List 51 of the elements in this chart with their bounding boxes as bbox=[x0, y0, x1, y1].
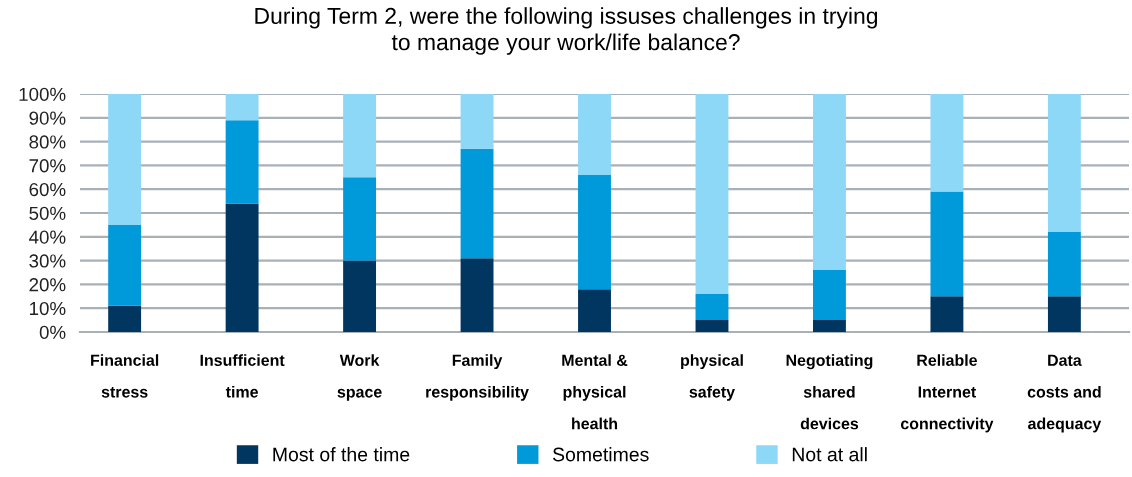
category-label: Reliable Internet connectivity bbox=[900, 354, 994, 433]
bar bbox=[695, 320, 729, 332]
bar bbox=[930, 94, 964, 192]
y-tick-label: 90% bbox=[29, 111, 66, 125]
x-tick-label: Family responsibility bbox=[426, 354, 529, 401]
category-label: Financial stress bbox=[91, 354, 159, 398]
y-tick-label: 10% bbox=[30, 301, 66, 316]
category-label: Negotiating shared devices bbox=[786, 354, 873, 430]
y-tick-label: 100% bbox=[19, 87, 66, 101]
y-tick-label: 50% bbox=[29, 206, 66, 220]
bar bbox=[578, 289, 611, 332]
bar bbox=[578, 94, 611, 175]
x-tick-label: physical safety bbox=[681, 354, 743, 401]
y-tick-label: 70% bbox=[29, 159, 66, 173]
bar bbox=[460, 258, 494, 332]
bar bbox=[813, 270, 846, 321]
y-tick-label: 40% bbox=[29, 230, 66, 244]
bar bbox=[813, 320, 846, 332]
bar bbox=[108, 305, 142, 332]
bar bbox=[930, 191, 964, 297]
bar bbox=[460, 94, 494, 149]
bar bbox=[343, 94, 377, 178]
legend-label: Not at all bbox=[792, 447, 867, 462]
y-tick-label: 80% bbox=[29, 135, 66, 149]
bar bbox=[930, 296, 964, 332]
category-label: Data costs and adequacy bbox=[1027, 354, 1102, 433]
bar bbox=[578, 174, 611, 290]
bar bbox=[1047, 232, 1081, 297]
y-tick-label: 60% bbox=[29, 182, 66, 197]
y-tick-label: 0% bbox=[39, 325, 66, 339]
chart-title: During Term 2, were the following issuses challenges in trying to manage your work/life balance? bbox=[255, 7, 878, 55]
bar bbox=[460, 148, 494, 259]
y-tick-label: 30% bbox=[29, 254, 66, 268]
bar bbox=[1047, 296, 1081, 332]
bar bbox=[343, 177, 377, 261]
legend-label: Sometimes bbox=[552, 447, 649, 462]
bar bbox=[108, 94, 142, 225]
bar bbox=[813, 94, 846, 271]
bar bbox=[695, 293, 729, 321]
bar bbox=[225, 203, 259, 332]
category-label: Insufficient time bbox=[200, 354, 285, 398]
bar bbox=[225, 120, 259, 204]
bar bbox=[225, 94, 259, 121]
category-label: Work space bbox=[337, 354, 382, 401]
bar bbox=[1047, 94, 1081, 233]
bar bbox=[108, 224, 142, 306]
category-label: Mental & physical health bbox=[562, 354, 628, 430]
bar bbox=[343, 260, 377, 332]
legend-label: Most of the time bbox=[273, 447, 410, 462]
y-tick-label: 20% bbox=[29, 278, 66, 292]
bar bbox=[695, 94, 729, 294]
